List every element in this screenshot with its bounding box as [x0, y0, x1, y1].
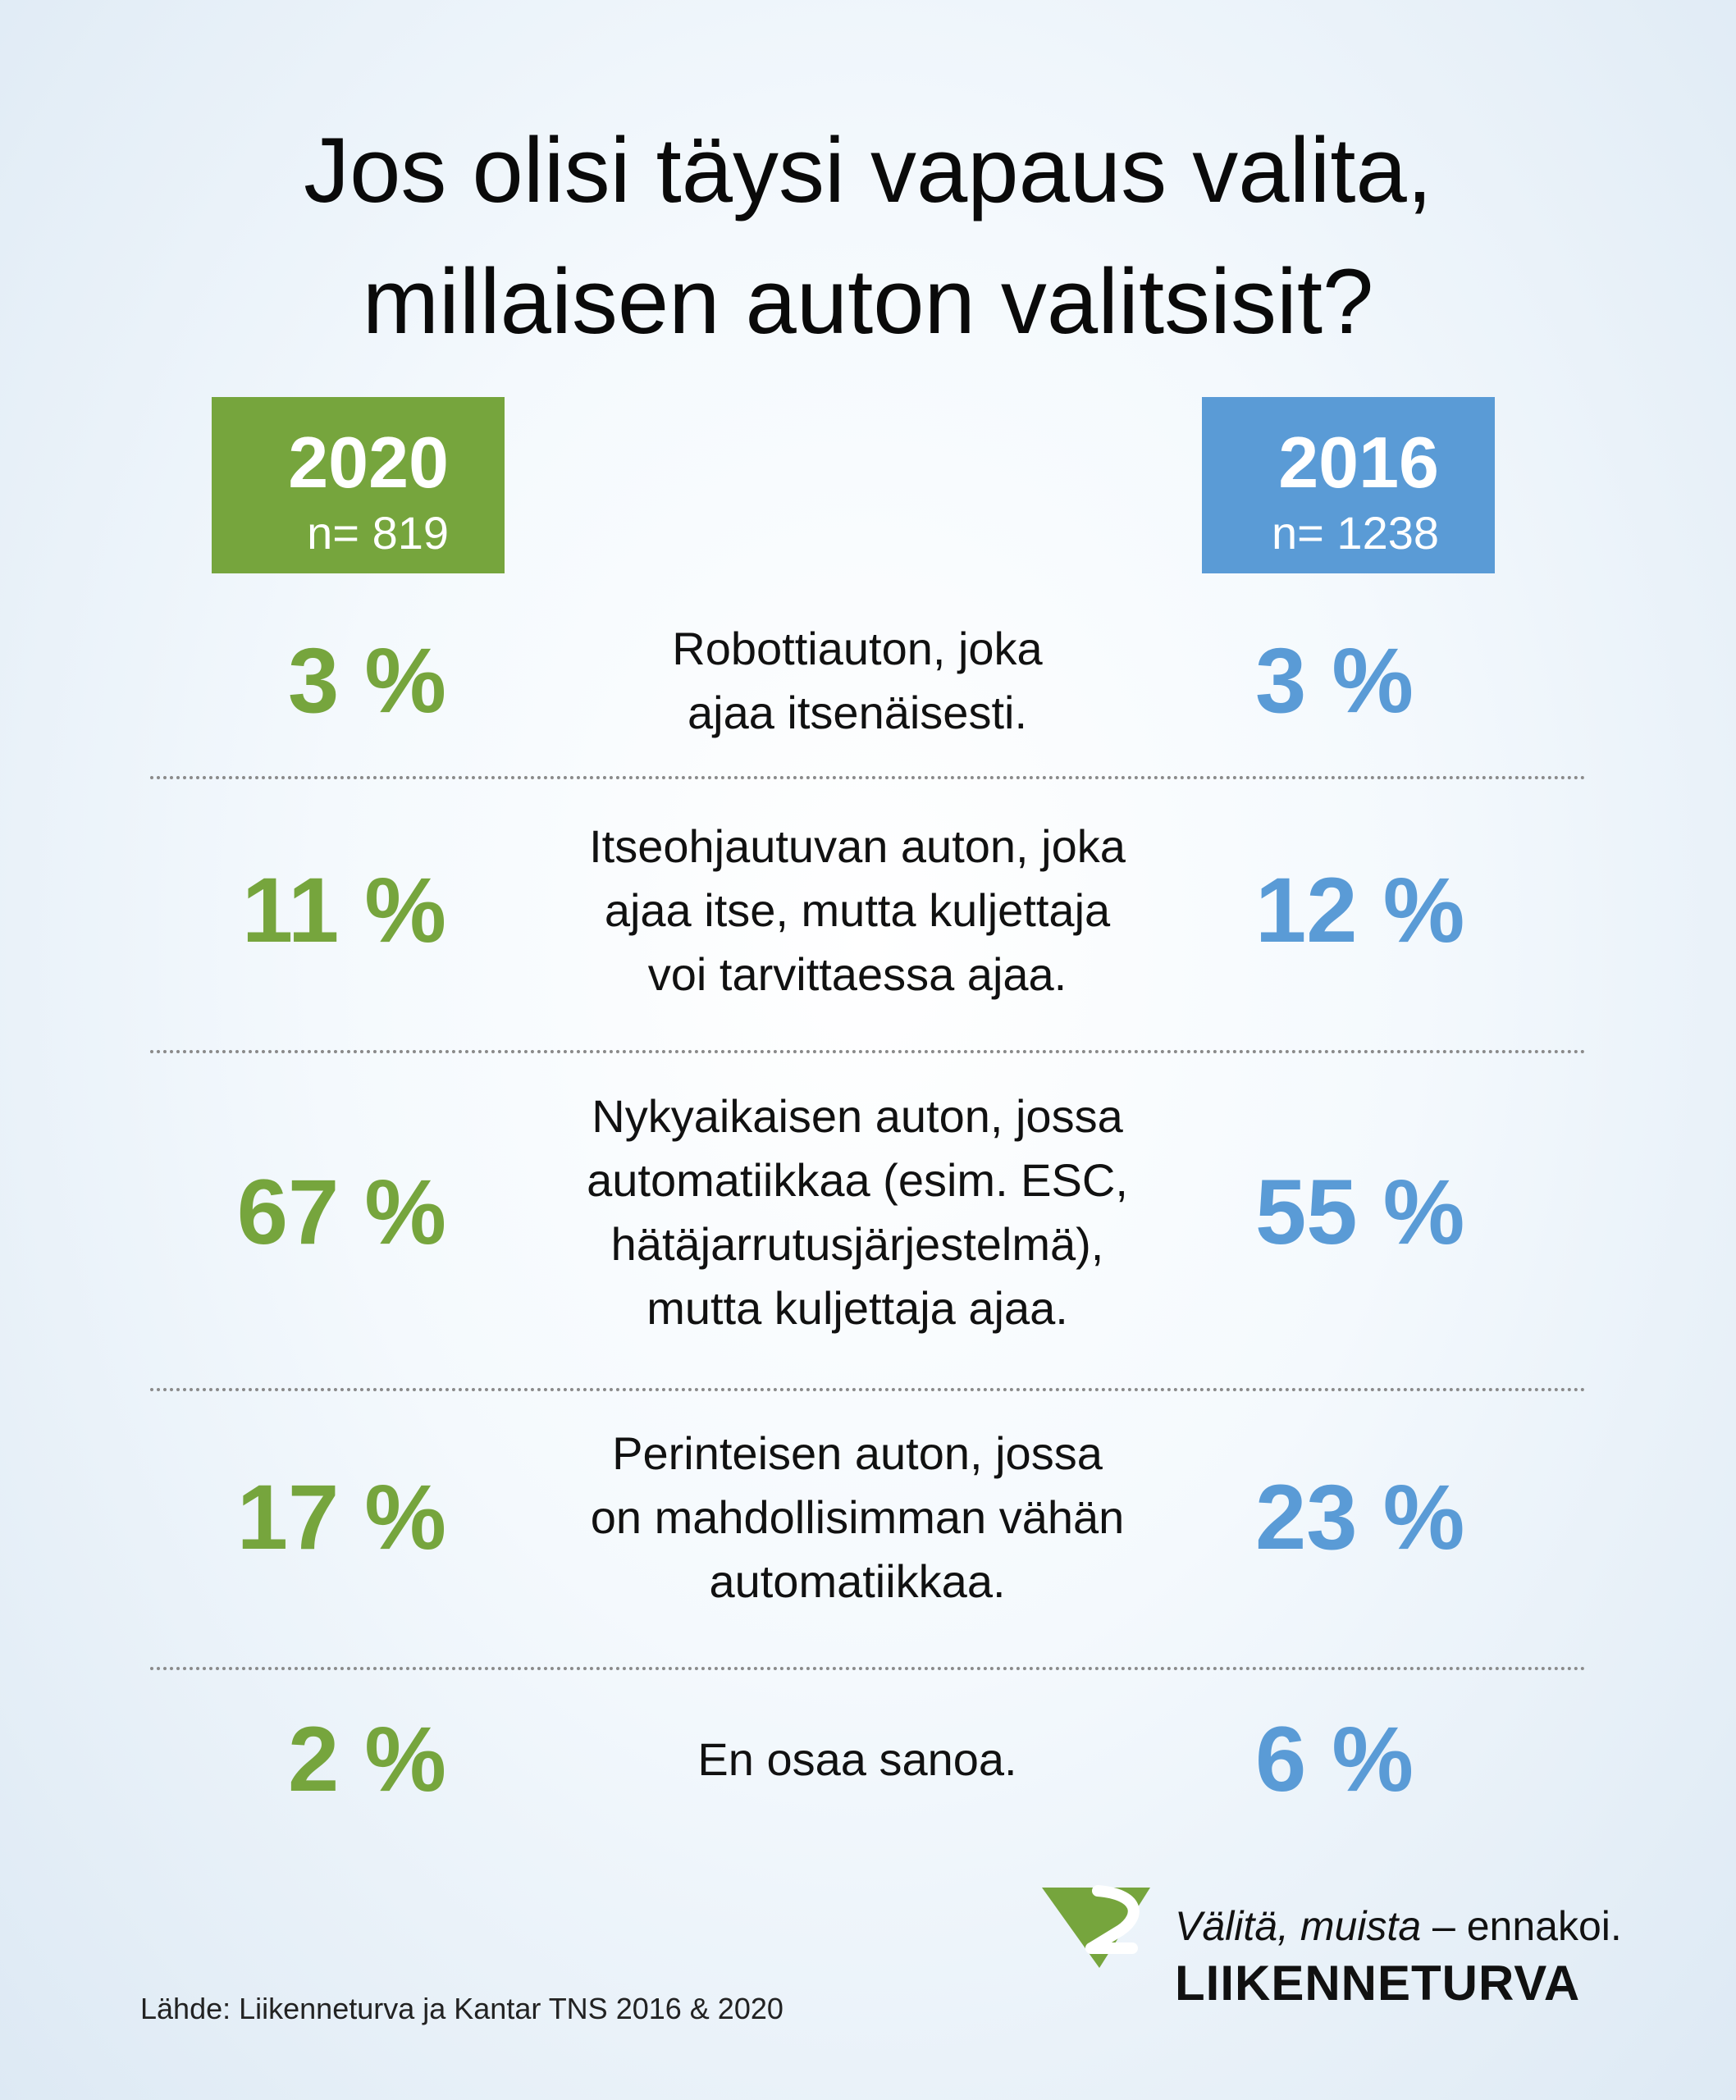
- answer-row: 2 % En osaa sanoa. 6 %: [0, 1673, 1736, 1846]
- liikenneturva-logo: [1042, 1883, 1583, 1973]
- answer-label-line: hätäjarrutusjärjestelmä),: [610, 1218, 1104, 1270]
- percent-2016: 6 %: [1255, 1708, 1414, 1810]
- answer-label-line: Itseohjautuvan auton, joka: [589, 820, 1126, 872]
- sample-size-2016: n= 1238: [1272, 507, 1439, 559]
- answer-label: Perinteisen auton, jossa on mahdollisimma…: [525, 1422, 1190, 1614]
- answer-row: 67 % Nykyaikaisen auton, jossa automatiikk…: [0, 1057, 1736, 1368]
- sample-size-2020: n= 819: [307, 507, 449, 559]
- answer-label: Itseohjautuvan auton, joka ajaa itse, mut…: [525, 815, 1190, 1007]
- answer-row: 17 % Perinteisen auton, jossa on mahdollis…: [0, 1395, 1736, 1641]
- answer-label: Robottiauton, joka ajaa itsenäisesti.: [525, 617, 1190, 745]
- source-note: Lähde: Liikenneturva ja Kantar TNS 2016 …: [140, 1992, 783, 2025]
- percent-2020: 17 %: [236, 1466, 446, 1568]
- answer-label-line: automatiikkaa (esim. ESC,: [587, 1154, 1128, 1206]
- title-line-2: millaisen auton valitsisit?: [362, 250, 1374, 353]
- year-box-2016: 2016 n= 1238: [1202, 397, 1495, 573]
- slogan-italic: Välitä, muista: [1175, 1903, 1422, 1949]
- page-title: Jos olisi täysi vapaus valita, millaisen…: [0, 105, 1736, 368]
- year-box-2020: 2020 n= 819: [212, 397, 505, 573]
- answer-label-line: mutta kuljettaja ajaa.: [646, 1282, 1068, 1334]
- row-divider: [150, 1667, 1586, 1670]
- answer-label-line: on mahdollisimman vähän: [590, 1491, 1125, 1543]
- answer-label: En osaa sanoa.: [525, 1728, 1190, 1792]
- answer-label-line: Perinteisen auton, jossa: [612, 1427, 1103, 1479]
- percent-2020: 2 %: [288, 1708, 446, 1810]
- percent-2020: 3 %: [288, 629, 446, 732]
- answer-label-line: En osaa sanoa.: [697, 1733, 1017, 1785]
- percent-2016: 23 %: [1255, 1466, 1465, 1568]
- answer-row: 3 % Robottiauton, joka ajaa itsenäisesti. 3…: [0, 607, 1736, 755]
- slogan-rest: – ennakoi.: [1421, 1903, 1622, 1949]
- slogan: Välitä, muista – ennakoi.: [1175, 1901, 1622, 1951]
- year-label-2016: 2016: [1278, 422, 1439, 503]
- percent-2016: 55 %: [1255, 1161, 1465, 1263]
- row-divider: [150, 776, 1586, 779]
- answer-label: Nykyaikaisen auton, jossa automatiikkaa (…: [525, 1084, 1190, 1340]
- answer-label-line: Nykyaikaisen auton, jossa: [592, 1090, 1123, 1142]
- answer-label-line: ajaa itse, mutta kuljettaja: [604, 884, 1111, 936]
- answer-label-line: voi tarvittaessa ajaa.: [647, 948, 1067, 1000]
- brand-name: LIIKENNETURVA: [1175, 1956, 1581, 2011]
- row-divider: [150, 1388, 1586, 1391]
- answer-label-line: ajaa itsenäisesti.: [687, 687, 1027, 738]
- row-divider: [150, 1050, 1586, 1053]
- percent-2016: 3 %: [1255, 629, 1414, 732]
- answer-label-line: automatiikkaa.: [709, 1555, 1006, 1607]
- answer-row: 11 % Itseohjautuvan auton, joka ajaa itse,…: [0, 788, 1736, 1034]
- title-line-1: Jos olisi täysi vapaus valita,: [304, 119, 1432, 221]
- percent-2020: 67 %: [236, 1161, 446, 1263]
- percent-2016: 12 %: [1255, 859, 1465, 961]
- percent-2020: 11 %: [241, 859, 446, 961]
- year-label-2020: 2020: [288, 422, 449, 503]
- answer-label-line: Robottiauton, joka: [672, 623, 1043, 674]
- liikenneturva-logo-icon: [1042, 1885, 1150, 1968]
